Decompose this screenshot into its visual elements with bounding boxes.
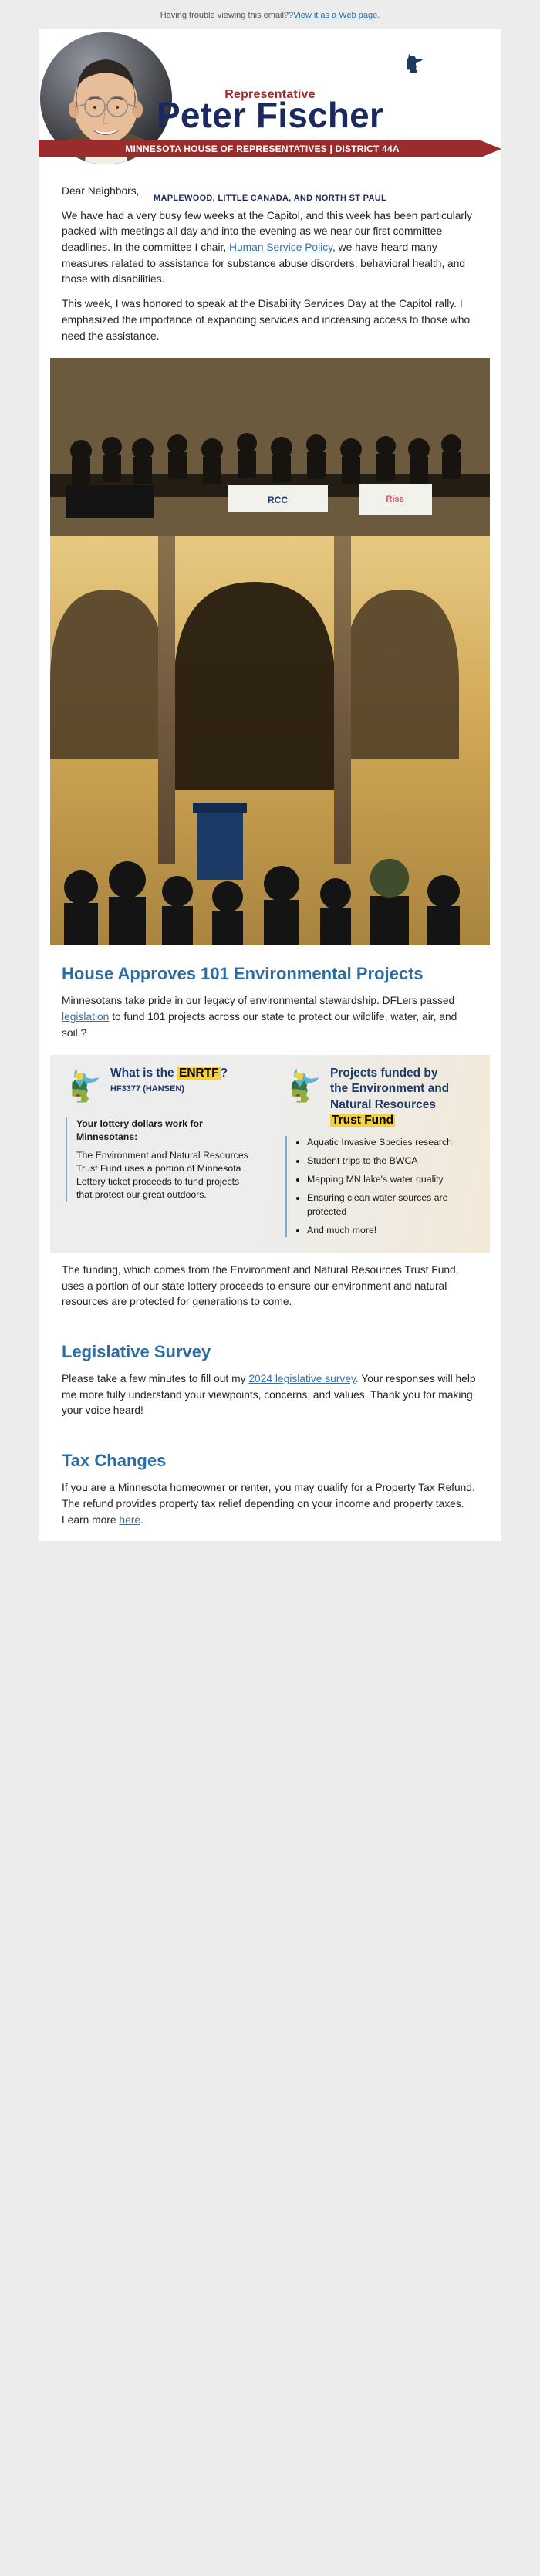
svg-text:Rise: Rise [386,495,403,504]
svg-text:RCC: RCC [268,495,288,505]
